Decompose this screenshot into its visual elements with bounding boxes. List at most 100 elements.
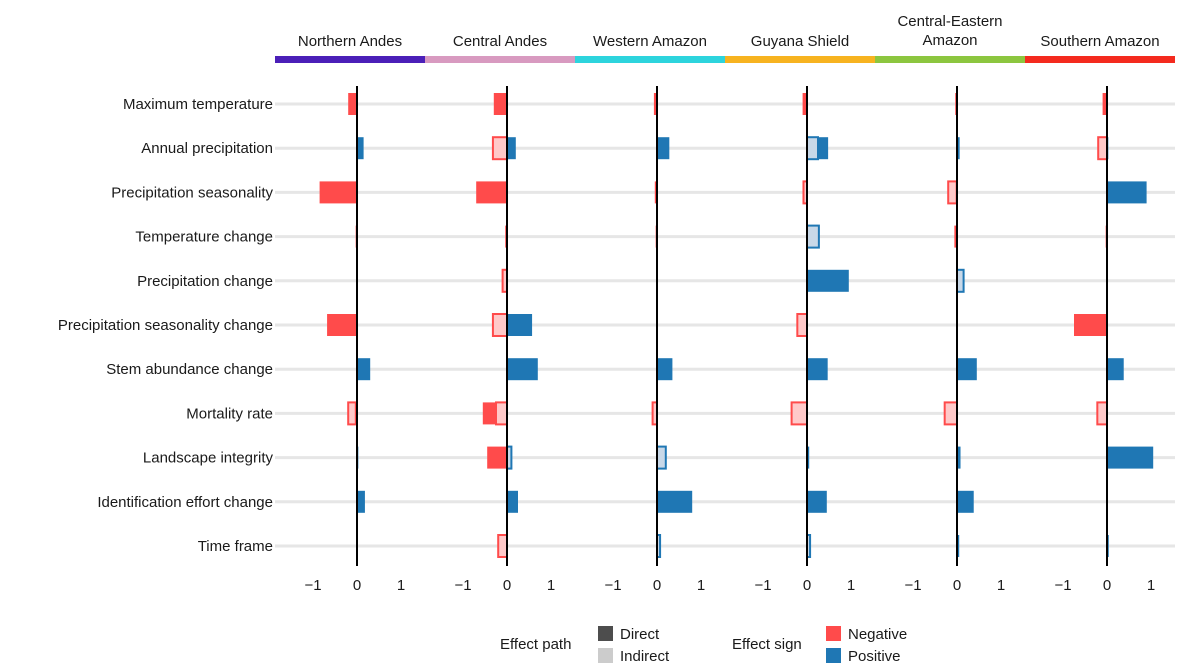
bar-direct — [802, 93, 807, 115]
bar-direct — [807, 358, 828, 381]
chart-canvas: Maximum temperature Annual precipitation P… — [58, 13, 1175, 594]
x-tick-label: 1 — [997, 577, 1005, 594]
bar-direct — [507, 314, 533, 336]
bar-direct — [807, 490, 827, 513]
bar-indirect — [790, 401, 808, 426]
x-tick-label: 1 — [1147, 577, 1155, 594]
bar-indirect — [1096, 401, 1108, 426]
panel-title: Guyana Shield — [751, 33, 849, 50]
bar-direct — [1107, 181, 1147, 204]
bar-direct — [357, 358, 371, 381]
bar-direct — [319, 181, 357, 204]
category-label: Landscape integrity — [143, 450, 274, 467]
legend-item-positive: Positive — [826, 648, 901, 665]
bar-direct — [507, 490, 518, 513]
bar-direct — [357, 490, 365, 513]
category-label: Precipitation seasonality — [111, 184, 273, 201]
legend-item-direct: Direct — [598, 626, 659, 643]
bar-direct — [327, 314, 357, 336]
category-label: Precipitation seasonality change — [58, 317, 273, 334]
bar-direct — [487, 446, 507, 469]
panel-color-band — [875, 56, 1025, 63]
grid-lines — [275, 102, 1175, 548]
indirect-swatch — [598, 648, 613, 663]
bar-direct — [507, 358, 538, 381]
bar-direct — [1107, 446, 1154, 469]
bar-indirect — [943, 401, 958, 426]
bar-indirect — [495, 401, 508, 426]
category-label: Identification effort change — [97, 494, 273, 511]
legend-label-negative: Negative — [848, 626, 908, 643]
bar-direct — [957, 446, 961, 469]
bar-direct — [807, 446, 810, 469]
bar-direct — [348, 93, 357, 115]
x-tick-label: 0 — [1103, 577, 1111, 594]
bar-direct — [354, 402, 357, 425]
legend-label-direct: Direct — [620, 626, 660, 643]
panel-title: Amazon — [922, 32, 977, 49]
x-tick-label: 1 — [697, 577, 705, 594]
bar-direct — [1107, 358, 1124, 381]
panel-title: Central Andes — [453, 33, 547, 50]
x-tick-label: 0 — [503, 577, 511, 594]
bar-indirect — [806, 224, 820, 249]
category-label: Stem abundance change — [106, 361, 273, 378]
x-tick-labels: −1 0 1 −1 0 1 −1 0 1 −1 0 1 −1 0 1 −1 0 1 — [304, 577, 1155, 594]
x-tick-label: 1 — [847, 577, 855, 594]
bar-indirect — [1097, 136, 1108, 161]
bar-direct — [957, 137, 960, 160]
legend-item-negative: Negative — [826, 626, 907, 643]
x-tick-label: −1 — [454, 577, 471, 594]
legend-label-indirect: Indirect — [620, 648, 670, 665]
bar-indirect — [497, 534, 509, 558]
panel-title: Central-Eastern — [897, 13, 1002, 30]
x-tick-label: −1 — [754, 577, 771, 594]
legend-label-positive: Positive — [848, 648, 901, 665]
effect-path-legend-title: Effect path — [500, 636, 572, 653]
panel-headers: Northern Andes Central Andes Western Amazo… — [275, 13, 1175, 63]
effect-path-legend: Effect path Direct Indirect — [500, 624, 730, 668]
bar-direct — [957, 358, 977, 381]
panel-title: Northern Andes — [298, 33, 402, 50]
zero-lines — [356, 86, 1108, 566]
bar-direct — [957, 535, 960, 557]
panel-color-band — [725, 56, 875, 63]
bar-direct — [507, 137, 516, 160]
bars — [319, 93, 1154, 558]
bar-direct — [657, 490, 693, 513]
bar-direct — [654, 181, 657, 204]
x-tick-label: 0 — [353, 577, 361, 594]
x-tick-label: −1 — [1054, 577, 1071, 594]
bar-direct — [657, 137, 670, 160]
category-label: Time frame — [198, 538, 273, 555]
category-labels: Maximum temperature Annual precipitation P… — [58, 96, 274, 555]
bar-direct — [1074, 314, 1107, 336]
bar-direct — [807, 269, 849, 292]
bar-direct — [957, 490, 974, 513]
x-tick-label: 0 — [653, 577, 661, 594]
panel-color-band — [575, 56, 725, 63]
bar-indirect — [491, 136, 509, 161]
negative-swatch — [826, 626, 841, 641]
effect-sign-legend-title: Effect sign — [732, 636, 802, 653]
bar-direct — [493, 93, 507, 115]
category-label: Annual precipitation — [141, 140, 273, 157]
panel-color-band — [425, 56, 575, 63]
x-tick-label: 0 — [803, 577, 811, 594]
bar-direct — [653, 93, 657, 115]
category-label: Precipitation change — [137, 273, 273, 290]
category-label: Maximum temperature — [123, 96, 273, 113]
legend-item-indirect: Indirect — [598, 648, 669, 665]
bar-indirect — [806, 136, 819, 161]
bar-direct — [1102, 93, 1107, 115]
bar-direct — [657, 358, 673, 381]
bar-direct — [357, 137, 364, 160]
bar-indirect — [656, 445, 667, 470]
panel-title: Southern Amazon — [1040, 33, 1159, 50]
direct-swatch — [598, 626, 613, 641]
x-tick-label: 0 — [953, 577, 961, 594]
positive-swatch — [826, 648, 841, 663]
x-tick-label: 1 — [547, 577, 555, 594]
bar-direct — [954, 225, 957, 248]
